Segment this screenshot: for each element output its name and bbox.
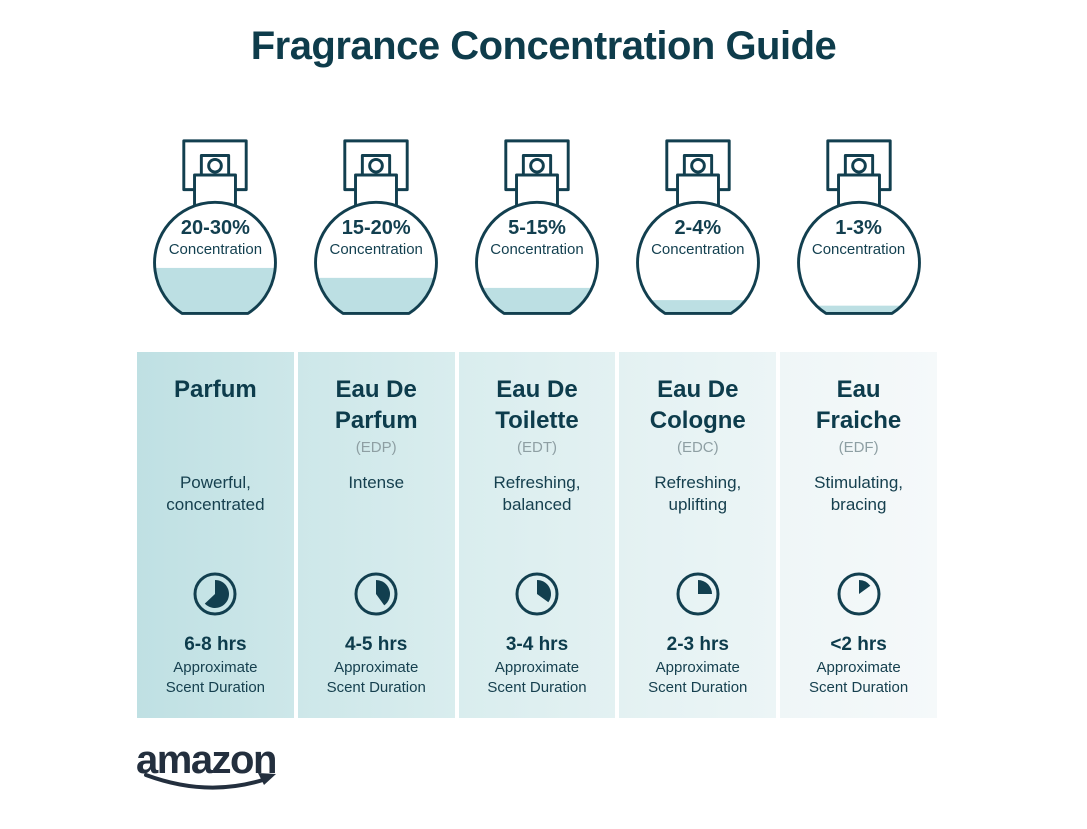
bottle-parfum: 20-30% Concentration (137, 136, 294, 331)
bottle-label: 2-4% Concentration (619, 216, 776, 260)
duration-hours: 6-8 hrs (184, 634, 247, 655)
duration-block: <2 hrs Approximate Scent Duration (780, 634, 937, 699)
concentration-caption: Concentration (811, 241, 906, 258)
concentration-caption: Concentration (329, 241, 423, 258)
bottle-label: 1-3% Concentration (780, 216, 937, 260)
perfume-bottle-icon (314, 139, 439, 315)
bottle-eau-de-toilette: 5-15% Concentration (459, 136, 616, 331)
clock-icon (137, 570, 294, 618)
concentration-caption: Concentration (651, 241, 745, 258)
duration-caption: Approximate Scent Duration (326, 659, 426, 697)
fragrance-abbr: (EDC) (676, 439, 719, 457)
fragrance-abbr (137, 408, 294, 426)
column-eau-de-toilette: Eau De Toilette (EDT) Refreshing, balanc… (458, 352, 616, 718)
duration-caption: Approximate Scent Duration (808, 659, 909, 697)
columns-row: Parfum Powerful, concentrated 6-8 hrs Ap… (137, 352, 937, 718)
fragrance-description: Intense (348, 473, 405, 492)
page-title: Fragrance Concentration Guide (250, 24, 837, 68)
bottle-eau-de-parfum: 15-20% Concentration (298, 136, 455, 331)
column-eau-de-cologne: Eau De Cologne (EDC) Refreshing, uplifti… (619, 352, 777, 718)
concentration-percent: 1-3% (835, 217, 882, 239)
duration-hours: 2-3 hrs (666, 634, 729, 655)
concentration-percent: 15-20% (341, 217, 411, 239)
fragrance-name: Eau Fraiche (815, 376, 902, 435)
clock-icon (780, 570, 937, 618)
bottles-row: 20-30% Concentration 15-20% Concentratio… (137, 136, 937, 331)
perfume-bottle-icon (475, 139, 599, 315)
duration-hours: <2 hrs (830, 634, 887, 655)
duration-hours: 3-4 hrs (505, 634, 569, 655)
fragrance-description: Powerful, concentrated (166, 473, 265, 515)
duration-caption: Approximate Scent Duration (648, 659, 748, 697)
column-parfum: Parfum Powerful, concentrated 6-8 hrs Ap… (137, 352, 294, 718)
perfume-bottle-icon (635, 139, 760, 315)
amazon-smile-icon (144, 773, 276, 790)
column-eau-fraiche: Eau Fraiche (EDF) Stimulating, bracing <… (780, 352, 937, 718)
fragrance-description: Refreshing, uplifting (654, 473, 742, 515)
concentration-caption: Concentration (490, 241, 584, 258)
duration-block: 4-5 hrs Approximate Scent Duration (298, 634, 455, 699)
clock-icon (459, 570, 616, 618)
bottle-label: 20-30% Concentration (137, 216, 294, 260)
duration-caption: Approximate Scent Duration (487, 659, 587, 697)
column-eau-de-parfum: Eau De Parfum (EDP) Intense 4-5 hrs Appr… (297, 352, 455, 718)
fragrance-abbr: (EDT) (516, 439, 557, 457)
bottle-eau-de-cologne: 2-4% Concentration (619, 136, 776, 331)
perfume-bottle-icon (153, 139, 278, 315)
fragrance-abbr: (EDF) (838, 439, 879, 457)
amazon-logo-text: amazon (136, 738, 277, 782)
fragrance-description: Refreshing, balanced (493, 473, 581, 515)
clock-icon (298, 570, 455, 618)
amazon-logo: amazon (136, 740, 296, 796)
duration-caption: Approximate Scent Duration (165, 659, 266, 697)
fragrance-name: Parfum (174, 376, 257, 403)
duration-block: 3-4 hrs Approximate Scent Duration (459, 634, 616, 699)
duration-block: 6-8 hrs Approximate Scent Duration (137, 634, 294, 699)
duration-hours: 4-5 hrs (345, 634, 408, 655)
concentration-percent: 5-15% (508, 217, 566, 239)
fragrance-description: Stimulating, bracing (814, 473, 903, 515)
duration-block: 2-3 hrs Approximate Scent Duration (619, 634, 776, 699)
bottle-eau-fraiche: 1-3% Concentration (780, 136, 937, 331)
concentration-percent: 2-4% (674, 217, 722, 239)
clock-icon (619, 570, 776, 618)
concentration-percent: 20-30% (180, 217, 250, 239)
bottle-label: 5-15% Concentration (459, 216, 616, 260)
perfume-bottle-icon (796, 139, 921, 315)
fragrance-abbr: (EDP) (355, 439, 397, 457)
fragrance-name: Eau De Parfum (334, 376, 418, 435)
fragrance-name: Eau De Toilette (495, 376, 579, 435)
bottle-label: 15-20% Concentration (298, 216, 455, 260)
concentration-caption: Concentration (168, 241, 263, 258)
fragrance-name: Eau De Cologne (649, 376, 746, 435)
